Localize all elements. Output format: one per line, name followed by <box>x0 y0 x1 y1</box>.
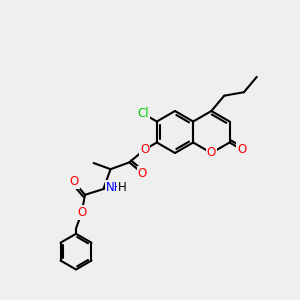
Text: O: O <box>69 175 79 188</box>
Text: Cl: Cl <box>137 107 149 120</box>
Text: O: O <box>77 206 86 219</box>
Text: O: O <box>237 143 246 156</box>
Text: O: O <box>140 143 149 156</box>
Text: O: O <box>138 167 147 180</box>
Text: O: O <box>207 146 216 160</box>
Text: H: H <box>118 182 127 194</box>
Text: NH: NH <box>106 182 123 194</box>
